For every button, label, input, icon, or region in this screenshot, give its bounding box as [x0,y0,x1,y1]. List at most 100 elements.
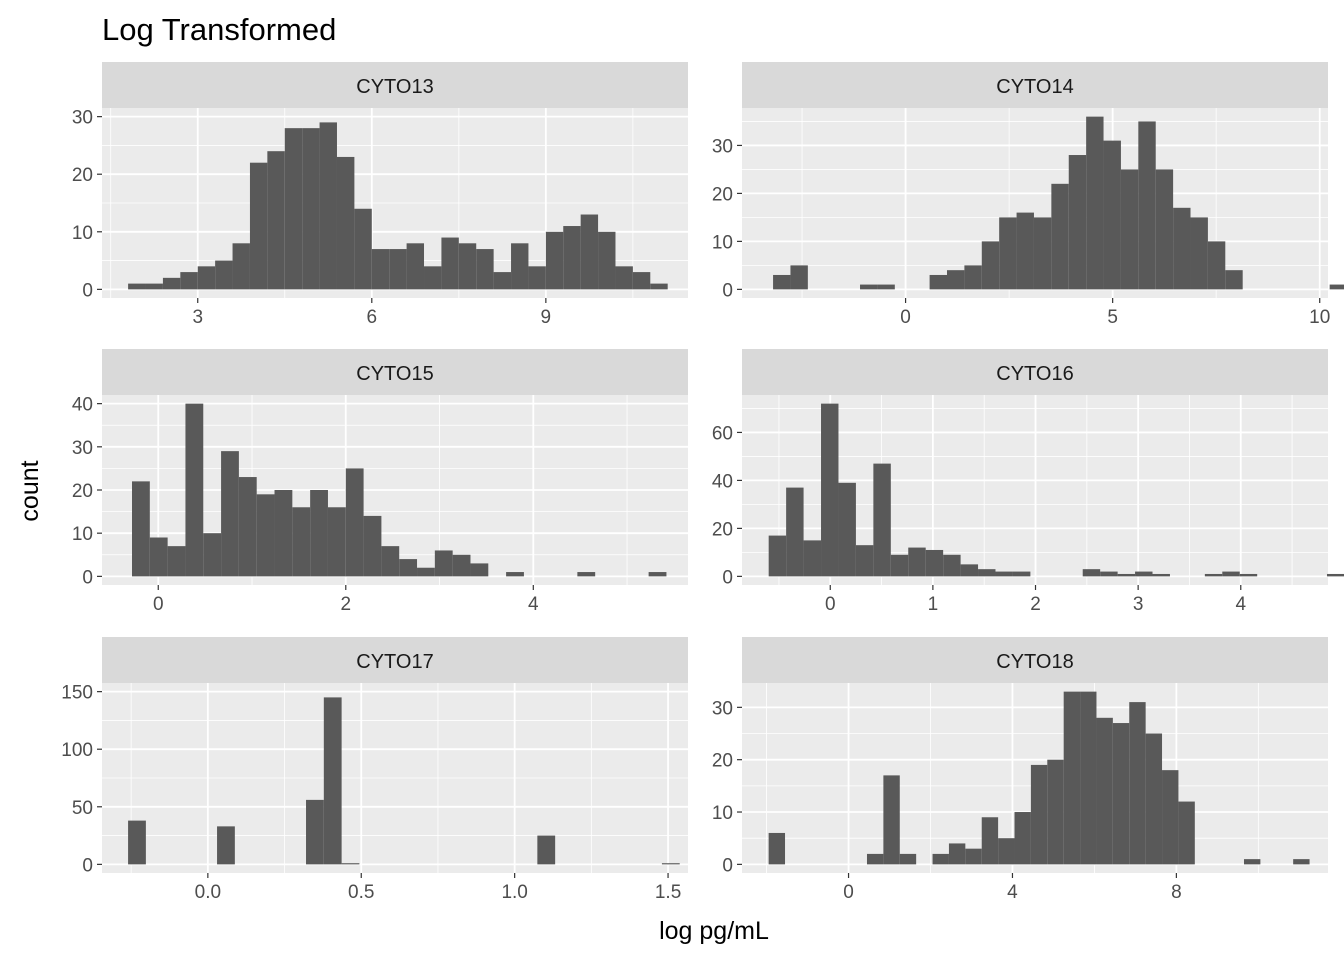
x-tick-label: 9 [541,307,552,328]
histogram-bar [274,490,293,577]
histogram-bar [1207,241,1226,290]
histogram-bar [1082,569,1101,577]
histogram-bar [978,569,996,577]
y-tick-label: 10 [72,524,93,545]
strip-background [102,349,688,395]
strip-background [102,637,688,683]
histogram-bar [476,249,494,290]
histogram-bar [1117,573,1136,577]
x-tick-label: 4 [1007,882,1018,903]
histogram-bar [960,564,979,577]
histogram-bar [406,243,425,290]
histogram-bar [768,535,787,577]
histogram-bar [1190,217,1208,290]
histogram-bar [1103,140,1121,290]
histogram-bar [855,545,874,577]
histogram-bar [149,537,168,577]
histogram-bar [256,494,275,577]
x-tick-label: 4 [1235,594,1246,615]
y-tick-label: 100 [61,740,93,761]
y-tick-label: 60 [712,423,733,444]
histogram-bar [1329,284,1344,290]
histogram-bar [306,799,324,865]
y-tick-label: 20 [712,519,733,540]
histogram-bar [180,272,198,290]
histogram-bar [908,547,926,577]
histogram-bar [537,835,556,865]
x-tick-label: 2 [1030,594,1041,615]
histogram-bar [943,554,961,577]
histogram-bar [132,481,150,577]
histogram-bar [1120,169,1139,290]
y-tick-label: 0 [82,855,93,876]
histogram-bar [128,820,146,865]
x-tick-label: 0 [153,594,164,615]
histogram-bar [363,515,382,577]
histogram-bar [648,572,667,577]
histogram-bar [458,243,477,290]
histogram-bar [860,284,878,290]
histogram-bar [1145,733,1163,865]
histogram-bar [995,571,1013,577]
histogram-bar [327,507,346,577]
strip-label: CYTO18 [996,651,1073,673]
x-tick-label: 8 [1171,882,1182,903]
strip-background [102,62,688,108]
histogram-bar [470,563,489,577]
histogram-bar [1293,859,1310,865]
histogram-bar [441,237,459,290]
histogram-bar [345,468,364,577]
y-tick-label: 0 [82,280,93,301]
histogram-bar [371,249,390,290]
histogram-bar [890,554,909,577]
histogram-bar [284,128,303,290]
histogram-bar [1016,212,1034,290]
histogram-bar [424,266,442,290]
histogram-bar [1068,155,1087,290]
histogram-bar [167,546,186,577]
x-tick-label: 0 [825,594,836,615]
y-tick-label: 10 [72,223,93,244]
histogram-bar [1135,571,1153,577]
histogram-bar [1162,770,1179,865]
strip-label: CYTO16 [996,363,1073,385]
x-tick-label: 0 [843,882,854,903]
y-tick-label: 0 [722,567,733,588]
strip-background [742,637,1328,683]
x-tick-label: 1.0 [501,882,527,903]
histogram-bar [821,403,839,577]
histogram-bar [249,162,268,290]
histogram-bar [1030,764,1048,865]
histogram-bar [981,241,1000,290]
y-tick-label: 20 [72,481,93,502]
histogram-bar [1080,691,1097,865]
histogram-bar [215,260,233,290]
histogram-bar [877,284,895,290]
histogram-bar [1138,121,1156,290]
histogram-bar [964,265,982,290]
y-tick-label: 20 [712,751,733,772]
histogram-bar [1326,573,1344,577]
histogram-bar [238,477,257,577]
histogram-bar [981,817,999,865]
histogram-bar [1012,571,1031,577]
x-tick-label: 0.5 [348,882,374,903]
strip-label: CYTO15 [356,363,433,385]
histogram-bar [185,403,204,577]
histogram-bar [1100,571,1118,577]
histogram-bar [773,274,791,290]
histogram-bar [511,243,529,290]
x-tick-label: 1.5 [655,882,681,903]
histogram-bar [580,214,599,290]
histogram-bar [389,249,407,290]
histogram-bar [661,863,680,865]
strip-background [742,62,1328,108]
histogram-bar [310,490,328,577]
histogram-bar [381,546,400,577]
strip-background [742,349,1328,395]
histogram-bar [1063,691,1081,865]
histogram-bar [323,697,342,865]
histogram-bar [1129,702,1146,865]
y-tick-label: 50 [72,798,93,819]
